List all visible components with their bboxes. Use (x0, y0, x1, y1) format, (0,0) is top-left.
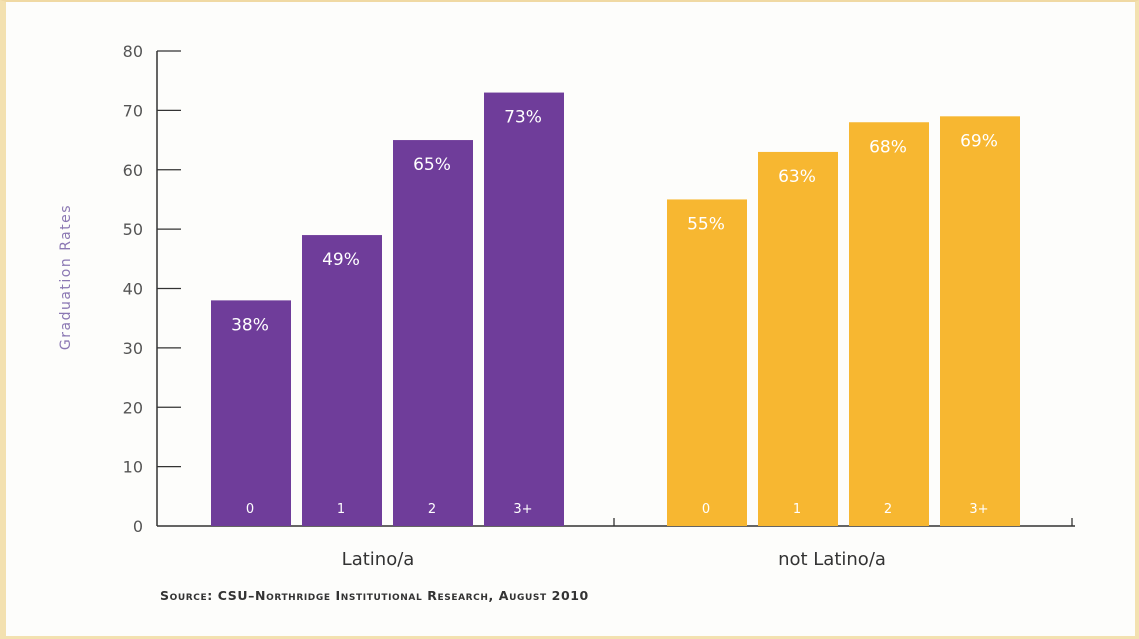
bar-category-label: 0 (702, 502, 710, 517)
bar-category-label: 2 (884, 502, 892, 517)
y-tick-label: 50 (123, 220, 143, 239)
y-tick-label: 70 (123, 101, 143, 120)
bar-value-label: 65% (413, 155, 451, 175)
bar-value-label: 55% (687, 214, 725, 234)
bar (302, 235, 382, 526)
y-tick-label: 30 (123, 339, 143, 358)
y-axis-title: Graduation Rates (58, 204, 74, 350)
group-label: not Latino/a (778, 549, 886, 570)
y-tick-label: 0 (133, 517, 143, 536)
bar-value-label: 73% (504, 108, 542, 128)
bar-value-label: 68% (869, 137, 907, 157)
bar-value-label: 38% (231, 315, 269, 335)
bar (484, 92, 564, 526)
bar-category-label: 1 (793, 502, 801, 517)
bar (211, 300, 291, 526)
group-label: Latino/a (342, 549, 415, 570)
bar-value-label: 69% (960, 131, 998, 151)
bar (667, 199, 747, 526)
bar-value-label: 63% (778, 167, 816, 187)
y-tick-label: 80 (123, 42, 143, 61)
bar-category-label: 3+ (969, 502, 988, 517)
bar-category-label: 1 (337, 502, 345, 517)
bar (940, 116, 1020, 526)
bar (758, 151, 838, 526)
y-tick-label: 40 (123, 280, 143, 299)
bar-category-label: 2 (428, 502, 436, 517)
bar (849, 122, 929, 526)
bar-category-label: 3+ (513, 502, 532, 517)
bar-value-label: 49% (322, 250, 360, 270)
y-tick-label: 10 (123, 458, 143, 477)
chart-labels: 38% 0 49% 1 65% 2 73% 3+ Latino/a 55% 0 63% 1 68% 2 69%… (231, 108, 998, 570)
bar (393, 140, 473, 526)
source-note: Source: CSU–Northridge Institutional Res… (160, 588, 589, 603)
y-tick-label: 60 (123, 161, 143, 180)
y-tick-label: 20 (123, 398, 143, 417)
bar-category-label: 0 (246, 502, 254, 517)
chart-bars (211, 92, 1020, 526)
